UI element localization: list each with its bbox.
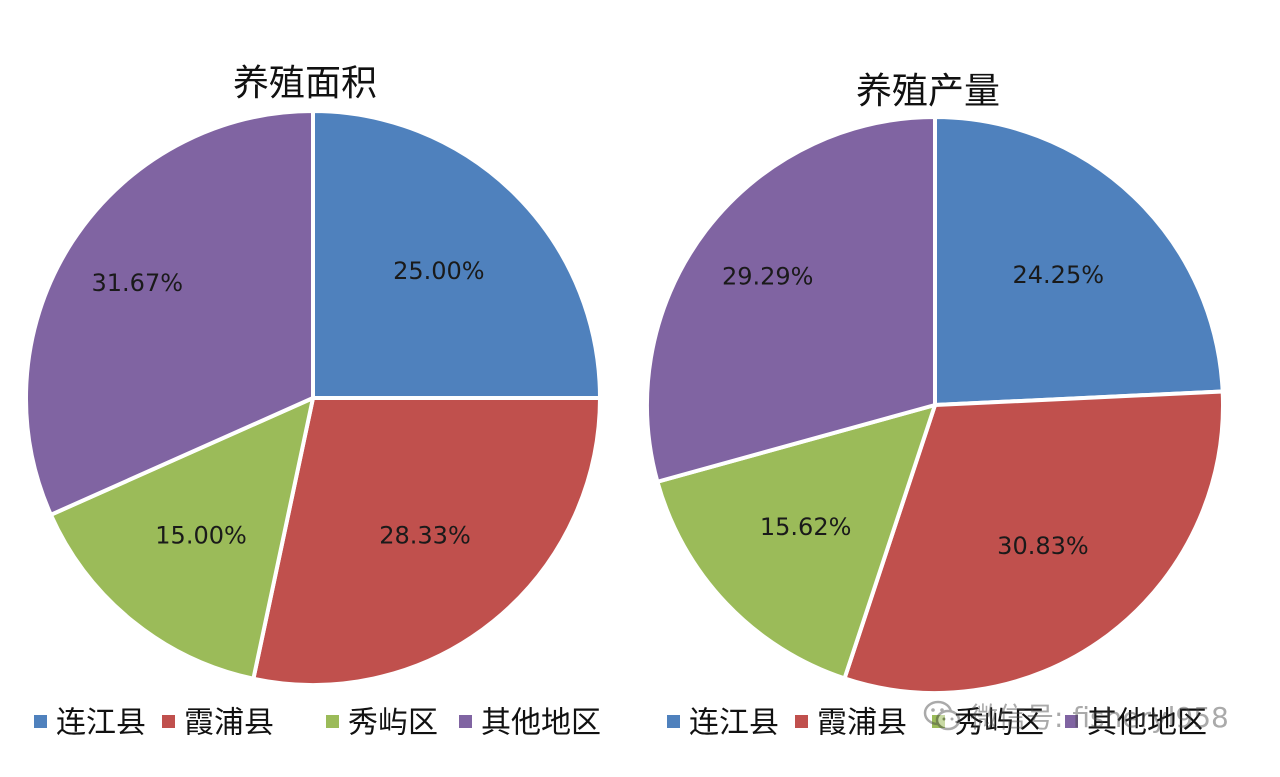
legend-label-2: 霞浦县	[817, 706, 907, 741]
watermark: 微信号: fisheryl958	[922, 694, 1229, 738]
legend-area: 连江县 霞浦县 秀屿区 其他地区	[34, 706, 601, 741]
chart-title-area: 养殖面积	[233, 63, 377, 104]
legend-production: 连江县 霞浦县 秀屿区 其他地区	[667, 706, 1207, 741]
chart-title-production: 养殖产量	[856, 71, 1000, 112]
pie-slice-2	[251, 396, 602, 687]
legend-label-4: 其他地区	[481, 706, 601, 741]
legend-swatch-1	[667, 715, 680, 728]
legend-swatch-1	[34, 715, 47, 728]
legend-label-2: 霞浦县	[184, 706, 274, 741]
slices-area: 25.00% 28.33% 15.00% 31.67%	[24, 109, 602, 687]
slices-production: 24.25% 30.83% 15.62% 29.29%	[645, 115, 1225, 695]
slice-label-1: 24.25%	[1013, 261, 1105, 289]
legend-label-1: 连江县	[56, 706, 146, 741]
slice-label-2: 30.83%	[997, 532, 1089, 560]
pie-slice-3	[48, 396, 315, 681]
legend-label-1: 连江县	[689, 706, 779, 741]
legend-label-3: 秀屿区	[348, 706, 438, 741]
pie-slice-2	[842, 389, 1225, 695]
pie-slice-3	[655, 403, 937, 681]
pie-slice-1	[933, 115, 1225, 407]
pie-chart-production: 养殖产量 24.25% 30.83% 15.62% 29.29% 连江县 霞浦县 秀屿区 其…	[645, 71, 1225, 741]
wechat-icon	[923, 700, 961, 731]
slice-label-2: 28.33%	[379, 521, 471, 549]
slice-label-1: 25.00%	[393, 257, 485, 285]
slice-label-3: 15.00%	[155, 521, 247, 549]
legend-label-3: 秀屿区	[954, 706, 1044, 741]
legend-swatch-4	[1065, 715, 1078, 728]
legend-swatch-2	[795, 715, 808, 728]
legend-label-4: 其他地区	[1087, 706, 1207, 741]
legend-swatch-4	[459, 715, 472, 728]
legend-swatch-3	[932, 715, 945, 728]
pie-slice-1	[311, 109, 602, 400]
slice-label-4: 29.29%	[722, 263, 814, 291]
legend-swatch-2	[162, 715, 175, 728]
slice-label-4: 31.67%	[92, 269, 184, 297]
pie-slice-4	[645, 115, 937, 484]
legend-swatch-3	[326, 715, 339, 728]
watermark-text: 微信号: fisheryl958	[970, 701, 1229, 734]
pie-slice-4	[24, 109, 315, 517]
pie-chart-area: 养殖面积 25.00% 28.33% 15.00% 31.67% 连江县 霞浦县 秀屿区 其…	[24, 63, 602, 741]
slice-label-3: 15.62%	[760, 513, 852, 541]
